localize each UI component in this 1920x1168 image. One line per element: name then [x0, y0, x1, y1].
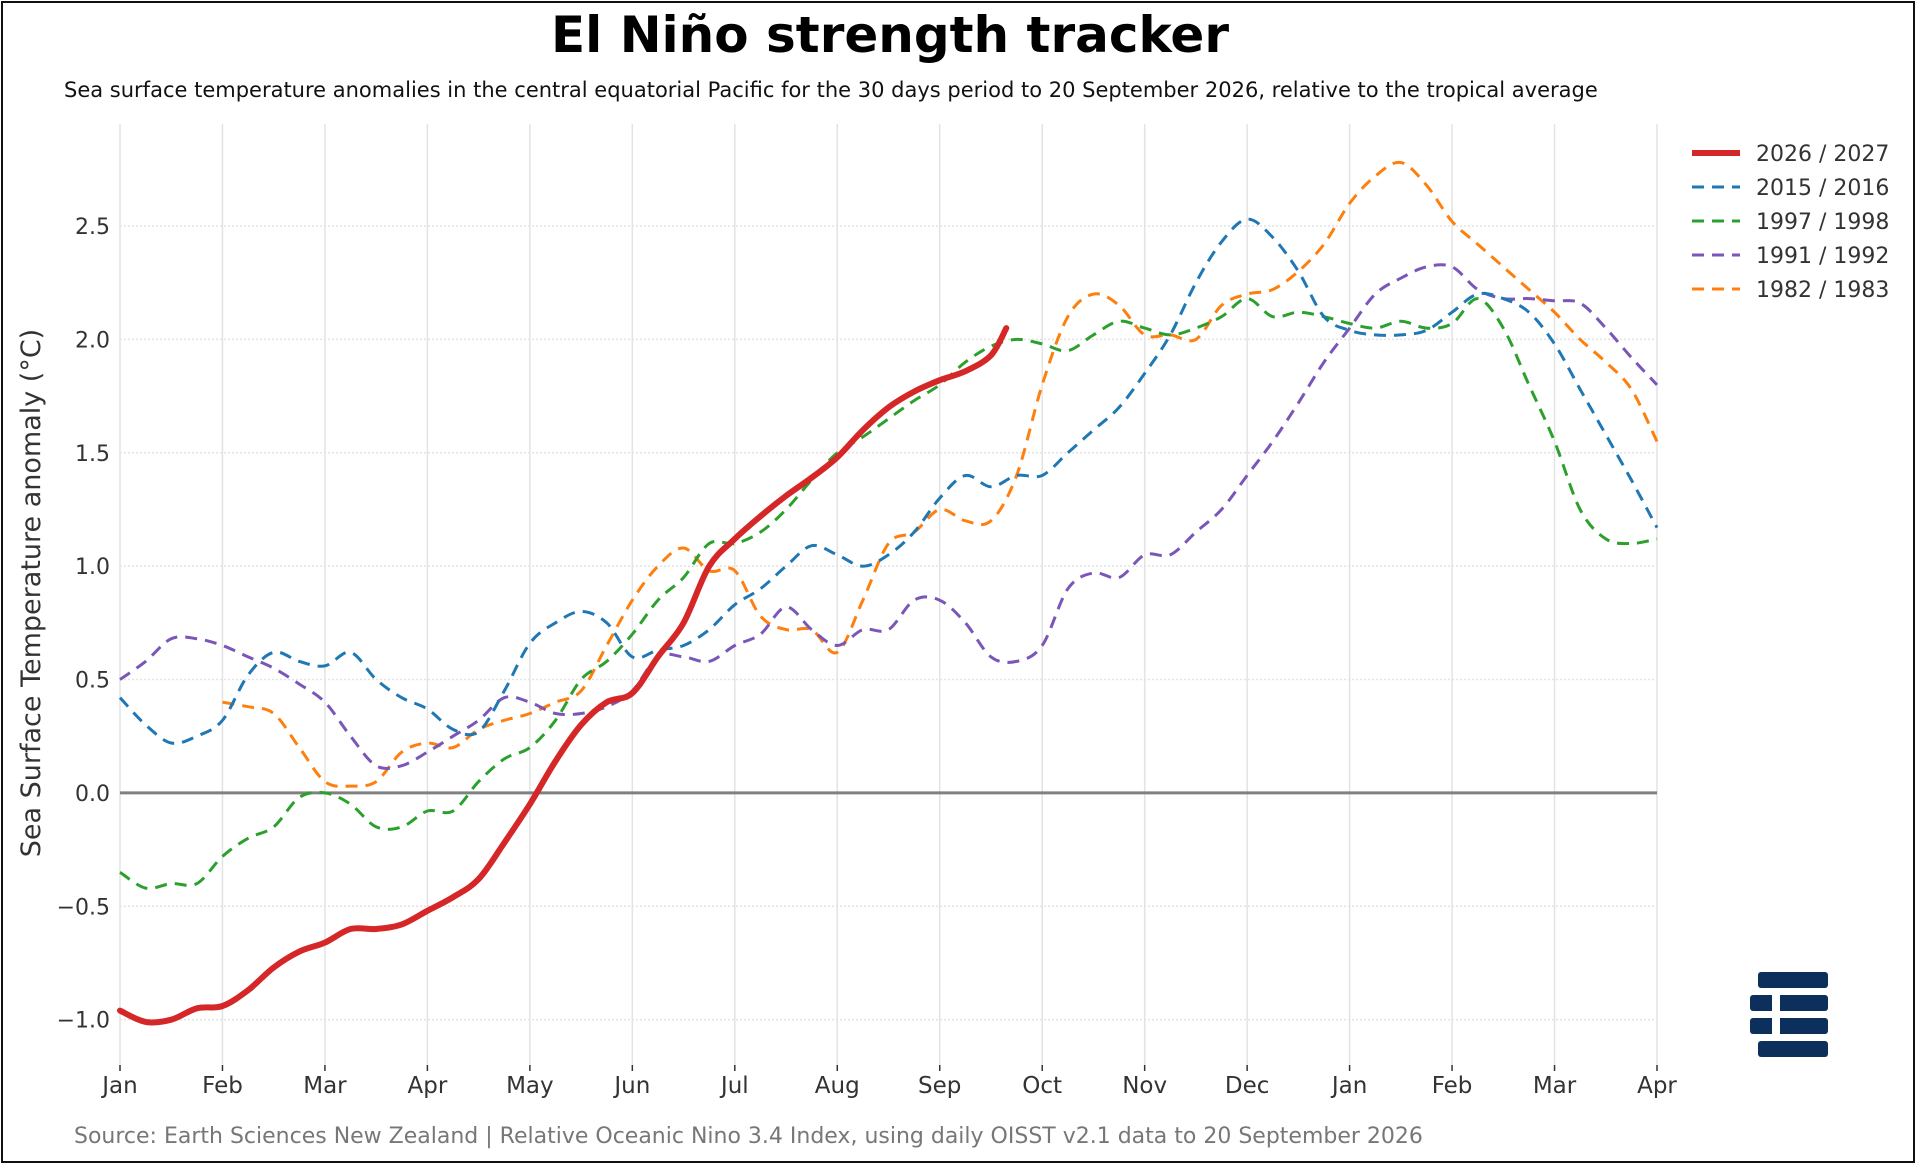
y-tick-label: 2.5 — [75, 215, 110, 240]
x-tick-label: Feb — [1432, 1073, 1473, 1099]
y-tick-label: 2.0 — [75, 328, 110, 353]
x-tick-label: Feb — [202, 1073, 243, 1099]
y-tick-label: −1.0 — [57, 1009, 110, 1034]
x-tick-label: Jan — [100, 1073, 137, 1099]
series-line-1982-1983 — [222, 160, 1659, 788]
x-tick-label: Sep — [918, 1073, 961, 1099]
legend-label: 1991 / 1992 — [1756, 244, 1889, 269]
x-tick-label: Dec — [1225, 1073, 1270, 1099]
series-line-1991-1992 — [119, 263, 1659, 770]
y-tick-label: 1.0 — [75, 555, 110, 580]
x-tick-label: Mar — [303, 1073, 347, 1099]
grid — [119, 124, 1658, 1065]
stacked-bars-logo — [1750, 972, 1828, 1057]
y-tick-label: 1.5 — [75, 442, 110, 467]
legend-label: 1997 / 1998 — [1756, 210, 1889, 235]
x-tick-label: Nov — [1122, 1073, 1167, 1099]
y-axis-ticks: −1.0 −0.5 0.0 0.5 1.0 1.5 2.0 2.5 — [57, 215, 110, 1034]
legend-label: 2026 / 2027 — [1756, 142, 1889, 167]
chart-title: El Niño strength tracker — [551, 6, 1229, 64]
x-tick-label: May — [506, 1073, 554, 1099]
x-tick-label: Aug — [815, 1073, 860, 1099]
x-tick-label: Apr — [408, 1073, 448, 1099]
x-tick-label: Jun — [612, 1073, 650, 1099]
legend: 2026 / 2027 2015 / 2016 1997 / 1998 1991 / … — [1692, 142, 1889, 303]
y-tick-label: −0.5 — [57, 895, 110, 920]
x-tick-label: Apr — [1637, 1073, 1677, 1099]
x-tick-label: Mar — [1533, 1073, 1577, 1099]
x-tick-label: Jan — [1330, 1073, 1367, 1099]
x-tick-label: Oct — [1022, 1073, 1062, 1099]
x-tick-label: Jul — [719, 1073, 749, 1099]
series-line-2026-2027 — [117, 325, 1010, 1026]
y-tick-label: 0.0 — [75, 782, 110, 807]
legend-label: 1982 / 1983 — [1756, 278, 1889, 303]
series-line-2015-2016 — [118, 217, 1659, 745]
x-axis-ticks: Jan Feb Mar Apr May Jun Jul Aug Sep Oct Nov Dec Jan F… — [100, 1065, 1677, 1099]
chart-subtitle: Sea surface temperature anomalies in the… — [64, 78, 1598, 102]
series-line-1997-1998 — [119, 297, 1658, 890]
series-lines — [117, 160, 1659, 1026]
y-axis-label: Sea Surface Temperature anomaly (°C) — [16, 329, 47, 857]
y-tick-label: 0.5 — [75, 669, 110, 694]
legend-label: 2015 / 2016 — [1756, 176, 1889, 201]
source-note: Source: Earth Sciences New Zealand | Rel… — [74, 1124, 1423, 1149]
